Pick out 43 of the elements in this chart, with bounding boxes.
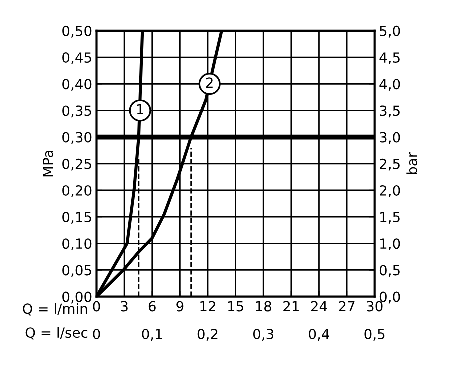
x-tick-label: 12 — [200, 301, 216, 312]
y-tick-label: 0,15 — [62, 212, 92, 224]
y2-tick-label: 0,5 — [380, 265, 400, 278]
y2-tick-label: 2,5 — [380, 158, 400, 171]
x-tick-label: 21 — [284, 301, 299, 312]
x2-tick-label: 0,5 — [364, 329, 385, 341]
y-tick-label: 0,20 — [62, 185, 92, 198]
x2-tick-label: 0,4 — [309, 329, 330, 341]
y-tick-label: 0,30 — [62, 132, 92, 144]
annotation: 2 — [206, 78, 213, 88]
y2-tick-label: 2,0 — [380, 185, 400, 198]
y-tick-label: 0,05 — [62, 265, 92, 278]
x2-axis-title: Q = l/sec — [26, 327, 88, 340]
x-axis-title: Q = l/min — [23, 303, 88, 316]
y-tick-label: 0,00 — [62, 292, 92, 304]
y2-tick-label: 1,0 — [380, 238, 400, 251]
x-tick-label: 18 — [256, 301, 272, 312]
y-tick-label: 0,40 — [62, 79, 92, 92]
y2-tick-label: 3,5 — [380, 106, 400, 118]
x2-tick-label: 0 — [93, 329, 100, 340]
x-tick-label: 24 — [311, 301, 328, 312]
y2-tick-label: 5,0 — [380, 26, 400, 38]
y2-tick-label: 1,5 — [380, 212, 400, 224]
y-tick-label: 0,45 — [62, 52, 92, 64]
y-axis-title: MPa — [43, 151, 54, 177]
x-tick-label: 9 — [176, 301, 184, 312]
x2-tick-label: 0,3 — [253, 329, 274, 341]
x2-tick-label: 0,1 — [142, 329, 162, 341]
y2-tick-label: 4,5 — [380, 52, 400, 64]
x-tick-label: 0 — [93, 301, 100, 312]
x-tick-label: 6 — [148, 301, 156, 312]
y2-tick-label: 4,0 — [380, 79, 400, 92]
y-tick-label: 0,50 — [62, 26, 92, 38]
y2-tick-label: 3,0 — [380, 132, 400, 144]
x-tick-label: 15 — [228, 301, 244, 312]
y-tick-label: 0,25 — [62, 158, 92, 171]
x2-tick-label: 0,2 — [198, 329, 218, 341]
x-tick-label: 3 — [121, 301, 128, 312]
y-tick-label: 0,10 — [62, 238, 92, 251]
x-tick-label: 27 — [339, 301, 355, 312]
annotation: 1 — [137, 104, 144, 115]
y-tick-label: 0,35 — [62, 106, 92, 118]
y2-axis-title: bar — [406, 152, 418, 174]
